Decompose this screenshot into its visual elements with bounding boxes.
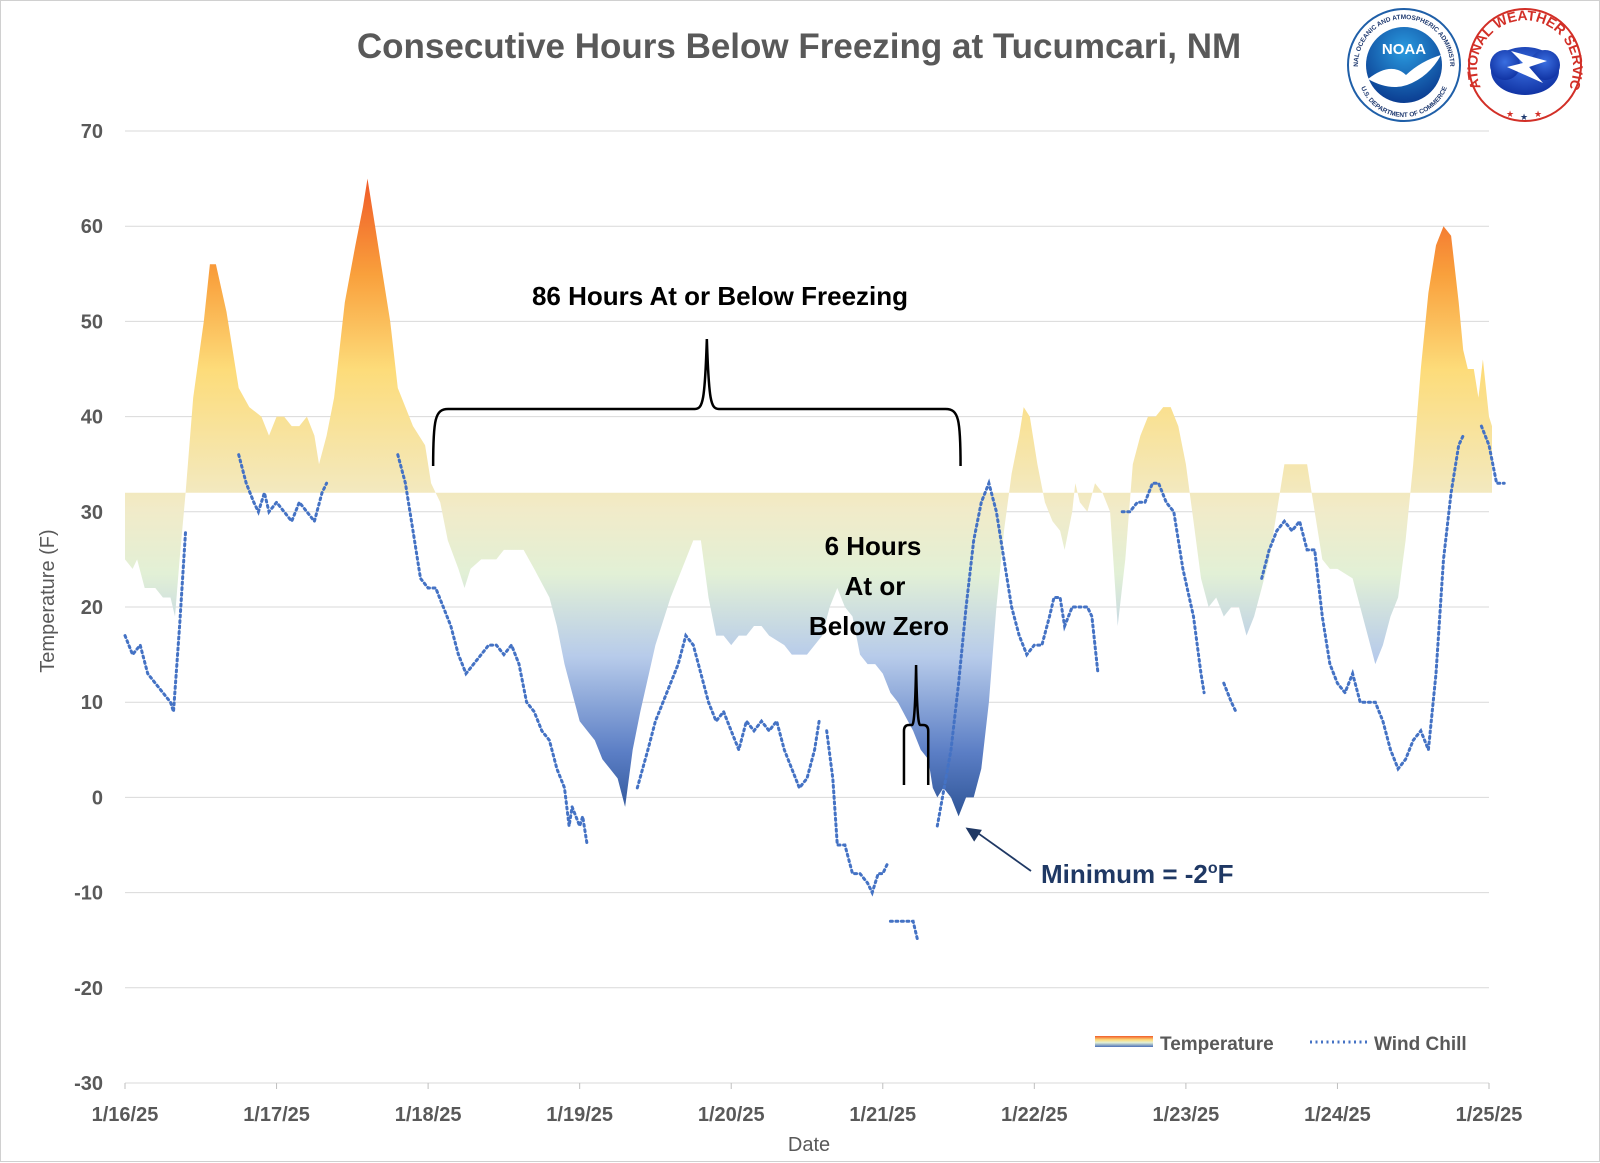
freezing-duration-brace bbox=[431, 338, 962, 467]
minimum-arrow bbox=[975, 830, 1032, 872]
y-tick-label: 20 bbox=[81, 597, 103, 619]
x-tick-label: 1/25/25 bbox=[1456, 1104, 1523, 1126]
noaa-gull-icon bbox=[1368, 55, 1441, 87]
noaa-logo-text: NOAA bbox=[1382, 41, 1426, 58]
freezing-duration-label: 86 Hours At or Below Freezing bbox=[532, 281, 908, 311]
y-tick-label: -30 bbox=[74, 1073, 103, 1095]
y-tick-label: 10 bbox=[81, 692, 103, 714]
x-tick-label: 1/21/25 bbox=[849, 1104, 916, 1126]
x-tick-label: 1/23/25 bbox=[1153, 1104, 1220, 1126]
x-tick-label: 1/16/25 bbox=[92, 1104, 159, 1126]
legend-wind-chill-label: Wind Chill bbox=[1374, 1034, 1467, 1055]
chart-title: Consecutive Hours Below Freezing at Tucu… bbox=[357, 27, 1241, 66]
wind-chill-line bbox=[237, 453, 329, 525]
nws-star-icon: ★ bbox=[1506, 109, 1514, 119]
x-tick-label: 1/18/25 bbox=[395, 1104, 462, 1126]
y-tick-label: 60 bbox=[81, 216, 103, 238]
wind-chill-line bbox=[1120, 481, 1206, 695]
y-tick-label: 0 bbox=[92, 787, 103, 809]
nws-lightning-icon bbox=[1507, 51, 1547, 83]
y-tick-label: 40 bbox=[81, 407, 103, 429]
x-tick-label: 1/20/25 bbox=[698, 1104, 765, 1126]
x-axis-title: Date bbox=[788, 1134, 830, 1156]
legend-temperature-swatch bbox=[1095, 1036, 1153, 1047]
y-tick-label: 30 bbox=[81, 502, 103, 524]
x-tick-label: 1/17/25 bbox=[243, 1104, 310, 1126]
minimum-label: Minimum = -2oF bbox=[1041, 859, 1234, 889]
wind-chill-line bbox=[396, 453, 589, 847]
legend: Temperature Wind Chill bbox=[1095, 1034, 1467, 1055]
temperature-area bbox=[125, 178, 1492, 817]
y-tick-label: 50 bbox=[81, 311, 103, 333]
below-zero-label-line3: Below Zero bbox=[809, 611, 949, 641]
wind-chill-line bbox=[123, 529, 188, 713]
wind-chill-line bbox=[1222, 681, 1238, 714]
y-axis-ticks: 70 60 50 40 30 20 10 0 -10 -20 -30 bbox=[74, 121, 103, 1095]
wind-chill-layer bbox=[123, 424, 1506, 942]
legend-temperature-label: Temperature bbox=[1160, 1034, 1274, 1055]
wind-chill-line bbox=[888, 919, 920, 942]
nws-star-icon: ★ bbox=[1520, 112, 1528, 122]
y-tick-label: -10 bbox=[74, 883, 103, 905]
y-tick-label: 70 bbox=[81, 121, 103, 143]
nws-star-icon: ★ bbox=[1534, 109, 1542, 119]
wind-chill-line bbox=[1260, 434, 1465, 772]
below-zero-label-line2: At or bbox=[845, 571, 906, 601]
temperature-area-layer bbox=[125, 178, 1492, 817]
y-axis-title: Temperature (F) bbox=[37, 529, 59, 672]
wind-chill-line bbox=[935, 478, 1100, 828]
wind-chill-line bbox=[825, 729, 889, 897]
x-tick-label: 1/22/25 bbox=[1001, 1104, 1068, 1126]
x-tick-label: 1/19/25 bbox=[546, 1104, 613, 1126]
y-tick-label: -20 bbox=[74, 978, 103, 1000]
x-axis-ticks: 1/16/25 1/17/25 1/18/25 1/19/25 1/20/25 1/21/… bbox=[92, 1083, 1523, 1126]
wind-chill-line bbox=[1479, 424, 1506, 485]
x-tick-label: 1/24/25 bbox=[1304, 1104, 1371, 1126]
below-zero-brace bbox=[902, 664, 930, 785]
minimum-arrowhead bbox=[965, 827, 982, 842]
wind-chill-line bbox=[635, 632, 821, 791]
below-zero-label-line1: 6 Hours bbox=[825, 531, 922, 561]
